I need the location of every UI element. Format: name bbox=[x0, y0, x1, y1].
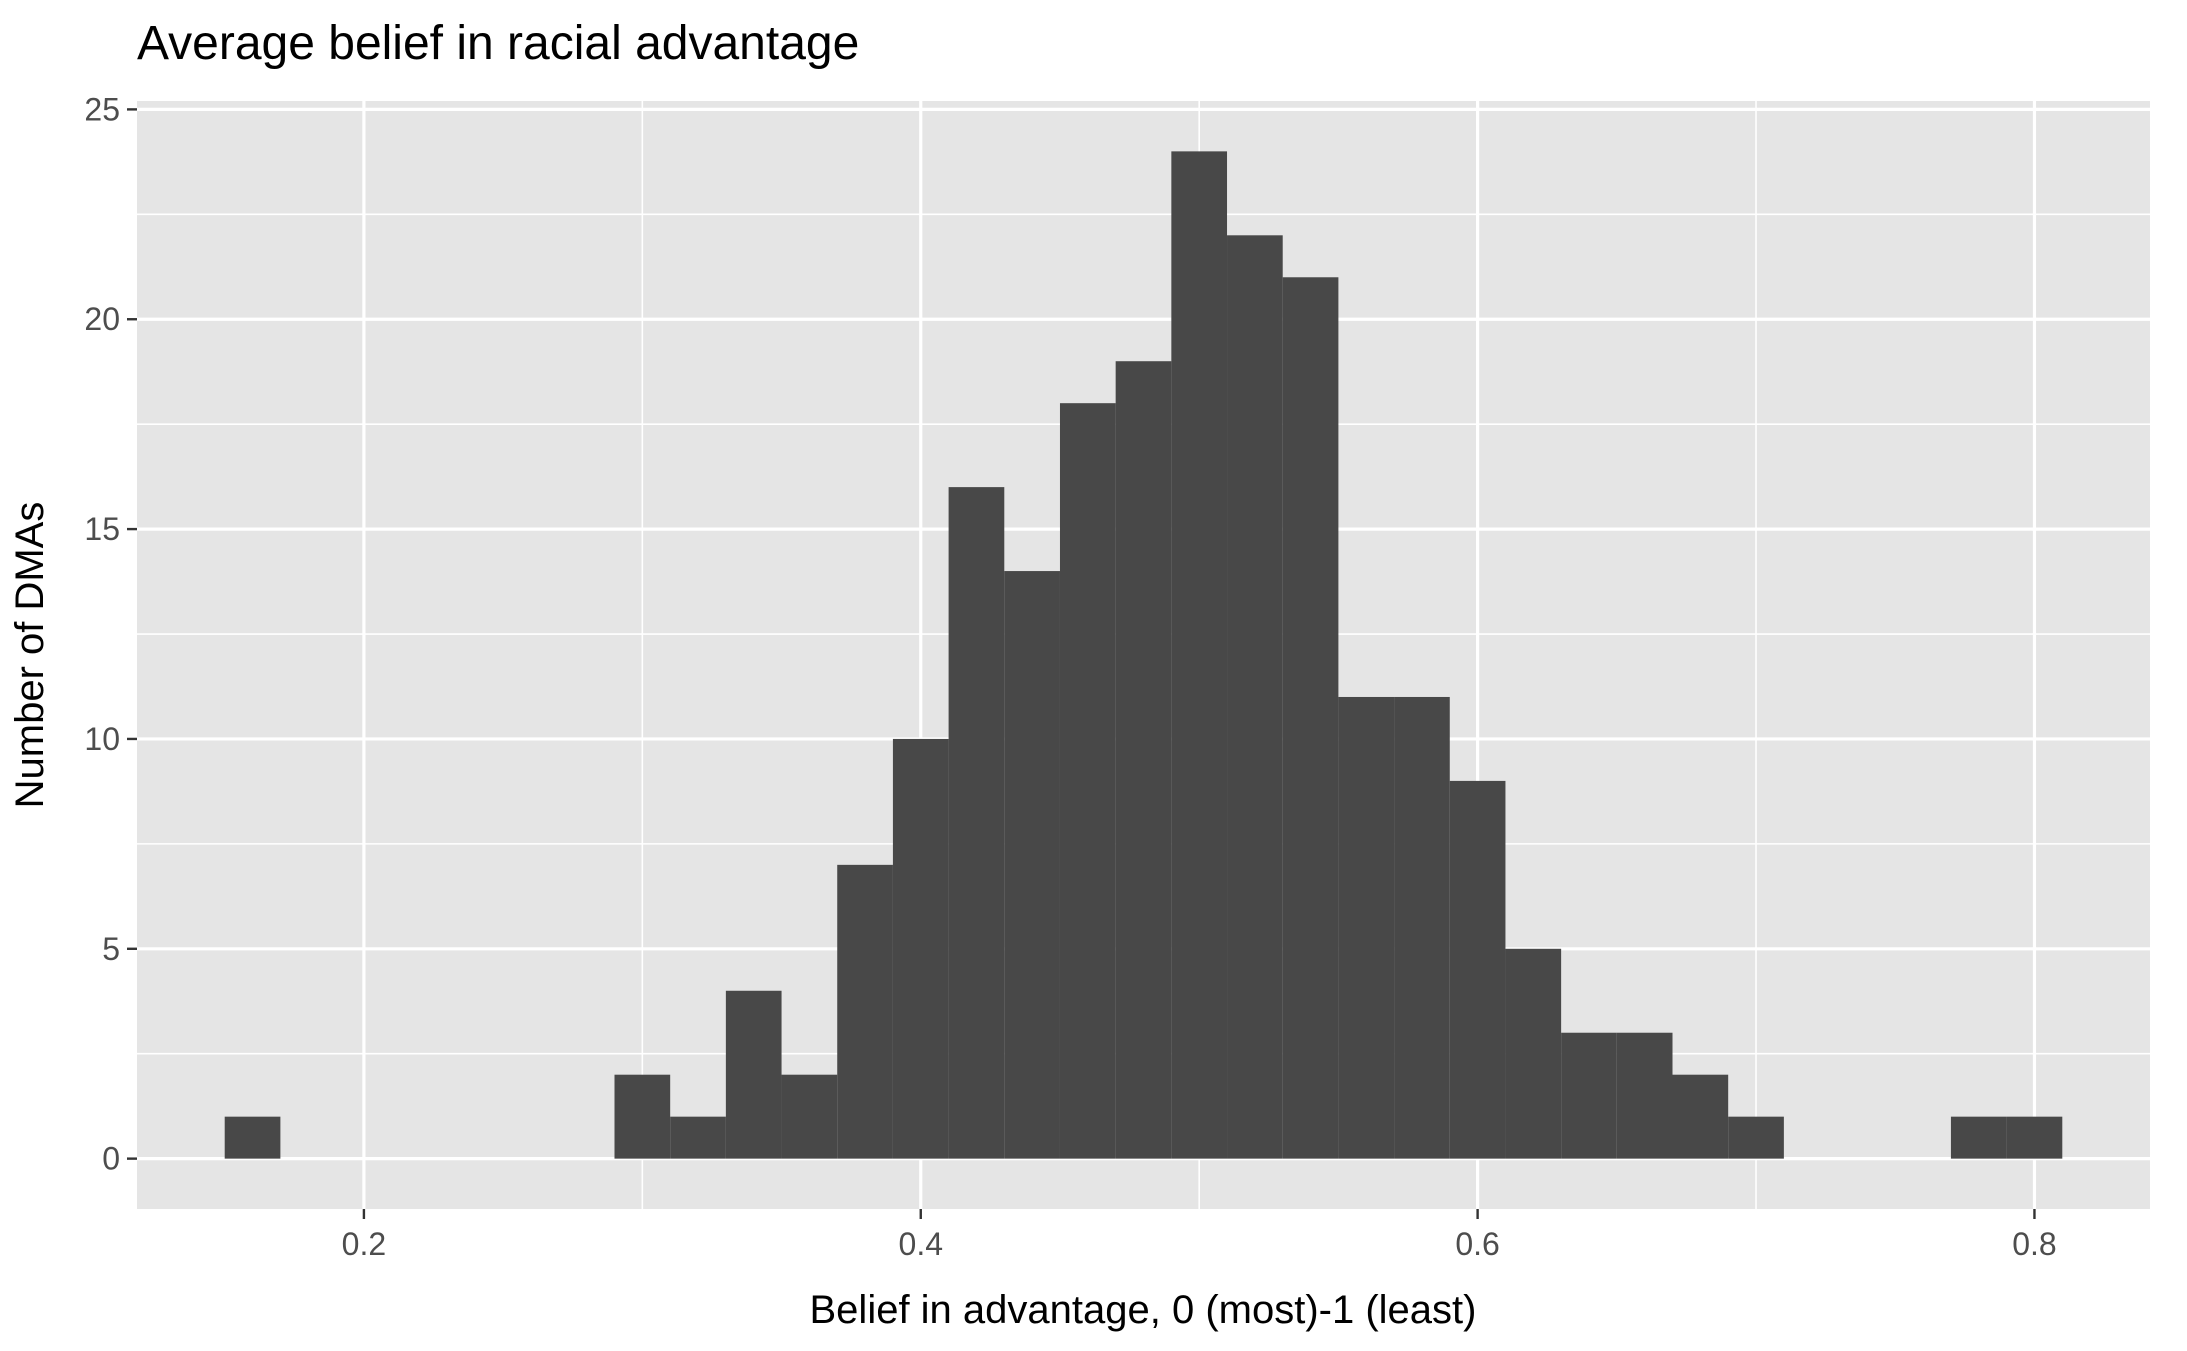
histogram-bar bbox=[1227, 235, 1283, 1159]
histogram-bar bbox=[1505, 948, 1562, 1159]
histogram-bar bbox=[670, 1116, 726, 1159]
histogram-bar bbox=[725, 990, 782, 1159]
histogram-bar bbox=[948, 487, 1005, 1159]
histogram-bar bbox=[1616, 1032, 1673, 1159]
histogram-bar bbox=[1059, 403, 1116, 1159]
y-tick-label: 25 bbox=[84, 91, 120, 127]
histogram-bar bbox=[1950, 1116, 2007, 1159]
x-axis-title: Belief in advantage, 0 (most)-1 (least) bbox=[810, 1288, 1477, 1332]
histogram-bar bbox=[1672, 1074, 1729, 1159]
histogram-bar bbox=[1561, 1032, 1617, 1159]
y-tick-label: 5 bbox=[102, 931, 120, 967]
x-tick-label: 0.6 bbox=[1455, 1226, 1499, 1262]
x-tick-label: 0.2 bbox=[342, 1226, 386, 1262]
y-tick-label: 20 bbox=[84, 301, 120, 337]
histogram-bar bbox=[1728, 1116, 1784, 1159]
histogram-bar bbox=[224, 1116, 281, 1159]
y-axis-title: Number of DMAs bbox=[8, 502, 52, 809]
histogram-bars bbox=[224, 151, 2063, 1159]
histogram-bar bbox=[614, 1074, 671, 1159]
chart-title: Average belief in racial advantage bbox=[137, 17, 859, 70]
x-tick-label: 0.4 bbox=[899, 1226, 943, 1262]
x-axis: 0.2 0.4 0.6 0.8 bbox=[342, 1209, 2057, 1262]
histogram-bar bbox=[1171, 151, 1228, 1159]
x-tick-label: 0.8 bbox=[2012, 1226, 2056, 1262]
histogram-bar bbox=[1338, 696, 1395, 1159]
histogram-bar bbox=[1004, 571, 1060, 1159]
histogram-bar bbox=[1115, 361, 1172, 1159]
y-tick-label: 0 bbox=[102, 1141, 120, 1177]
histogram-bar bbox=[837, 864, 893, 1159]
y-tick-label: 10 bbox=[84, 721, 120, 757]
histogram-bar bbox=[1394, 696, 1450, 1159]
y-tick-label: 15 bbox=[84, 511, 120, 547]
y-axis: 0 5 10 15 20 25 bbox=[84, 91, 137, 1177]
histogram-bar bbox=[2006, 1116, 2063, 1159]
histogram-bar bbox=[781, 1074, 838, 1159]
histogram-bar bbox=[1449, 780, 1506, 1159]
histogram-bar bbox=[892, 738, 949, 1159]
histogram-bar bbox=[1282, 277, 1339, 1159]
